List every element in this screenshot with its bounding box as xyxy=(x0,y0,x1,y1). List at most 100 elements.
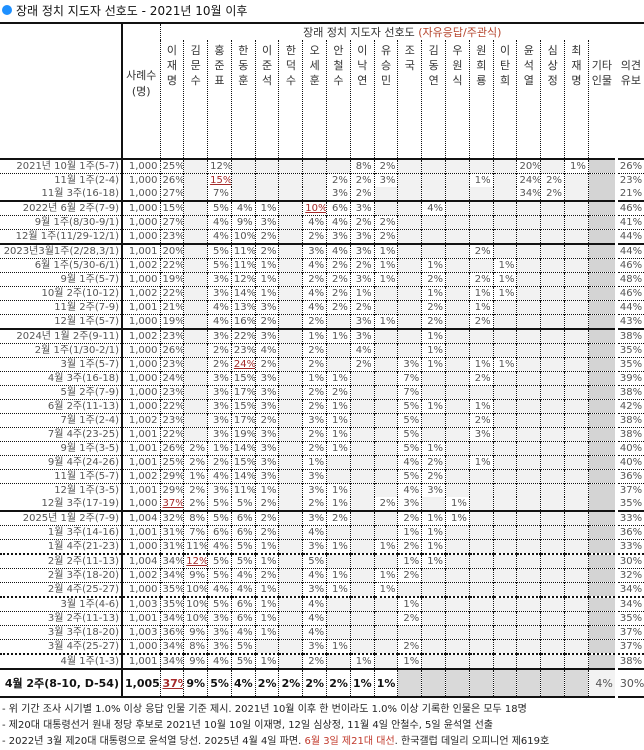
cell-value xyxy=(540,525,565,540)
cell-undecided: 37% xyxy=(614,483,644,497)
value-text: 1% xyxy=(403,556,420,567)
cell-value: 2% xyxy=(397,639,422,654)
cell-value: 1% xyxy=(373,539,398,554)
value-text: 2% xyxy=(546,188,563,199)
row-label: 1월 3주(14-16) xyxy=(0,525,123,540)
candidate-name-char: 유 xyxy=(381,44,392,57)
value-text: 1% xyxy=(308,457,325,468)
cell-value: 12% xyxy=(207,158,232,174)
cell-value: 3% xyxy=(207,483,232,497)
cell-value: 3% xyxy=(254,455,279,470)
cell-value: 3% xyxy=(207,413,232,428)
candidate-name-char: 세 xyxy=(309,59,320,72)
value-text: 35% xyxy=(162,599,184,610)
cell-undecided: 38% xyxy=(614,385,644,400)
value-text: 1% xyxy=(213,443,229,454)
cell-other xyxy=(587,625,617,640)
value-text: 4% xyxy=(213,217,229,228)
value-text: 5% xyxy=(236,541,253,552)
cell-value xyxy=(278,539,303,554)
value-text: 3% xyxy=(213,387,229,398)
cell-value xyxy=(445,258,470,273)
value-text: 1% xyxy=(260,274,277,285)
cell-value xyxy=(278,427,303,442)
cell-value: 1% xyxy=(326,568,351,583)
cell-value xyxy=(492,639,517,654)
cell-value xyxy=(540,483,565,497)
cell-value: 2% xyxy=(254,229,279,244)
table-row: 3월 2주(11-13) 1,001 34% 10% 3% 6% 1% 4% 2% 35% xyxy=(0,611,644,626)
value-text: 1% xyxy=(379,274,396,285)
value-text: 3% xyxy=(355,231,372,242)
cell-value xyxy=(445,525,470,540)
table-row: 11월 3주(16-18) 1,000 27% 7% 3% 2% 34% 2% 21% xyxy=(0,187,644,201)
cell-value xyxy=(183,371,208,386)
row-label: 7월 4주(23-25) xyxy=(0,427,123,442)
value-text: 14% xyxy=(233,288,256,299)
cell-value xyxy=(468,158,494,174)
table-row: 10월 2주(10-12) 1,002 22% 3% 14% 1% 4% 2% 1% 1% 1% 1%… xyxy=(0,286,644,301)
candidate-name-char: 상 xyxy=(547,59,558,72)
footnotes: - 위 기간 조사 시기별 1.0% 이상 응답 인물 기준 제시. 2021년… xyxy=(0,702,644,750)
candidate-name-char: 정 xyxy=(547,74,558,87)
cell-value: 5% xyxy=(207,510,232,526)
value-text: 3% xyxy=(260,401,277,412)
cell-value: 1% xyxy=(254,286,279,301)
value-text: 23% xyxy=(162,231,184,242)
value-text: 1% xyxy=(376,676,396,690)
cell-value xyxy=(516,455,541,470)
cell-value xyxy=(349,441,375,456)
cell-value xyxy=(302,187,327,201)
value-text: 3% xyxy=(308,584,325,595)
value-text: 3% xyxy=(213,288,229,299)
cell-value: 2% xyxy=(540,173,565,187)
cell-value: 2% xyxy=(302,357,327,372)
row-sample-size: 1,000 xyxy=(122,357,160,372)
cell-value: 27% xyxy=(159,215,184,230)
value-text: 1% xyxy=(403,599,420,610)
value-text: 2% xyxy=(189,498,206,509)
value-text: 21% xyxy=(162,302,184,313)
cell-value xyxy=(278,314,303,329)
cell-value: 2% xyxy=(254,357,279,372)
table-row: 9월 1주(8/30-9/1) 1,000 27% 4% 9% 3% 4% 4% 2% 2% 41% xyxy=(0,215,644,230)
cell-value xyxy=(326,611,351,626)
cell-value: 1% xyxy=(421,286,446,301)
value-text: 2% xyxy=(308,387,325,398)
cell-value xyxy=(540,272,565,287)
cell-value xyxy=(445,314,470,329)
cell-value: 4% xyxy=(302,300,327,315)
cell-value: 1% xyxy=(254,483,279,497)
cell-value: 22% xyxy=(159,286,184,301)
cell-value: 1% xyxy=(421,525,446,540)
cell-value xyxy=(278,343,303,358)
value-text: 2% xyxy=(260,570,277,581)
value-text: 2% xyxy=(474,246,491,257)
cell-value xyxy=(278,272,303,287)
value-text: 1% xyxy=(189,471,206,482)
cell-value xyxy=(468,639,494,654)
value-text: 1% xyxy=(332,485,348,496)
cell-value: 9% xyxy=(183,625,208,640)
value-text: 34% xyxy=(162,556,184,567)
value-text: 1% xyxy=(332,331,348,342)
header-other-line: 인물 xyxy=(591,74,612,87)
cell-value: 4% xyxy=(326,243,351,259)
cell-value xyxy=(516,611,541,626)
table-row: 5월 2주(7-9) 1,000 23% 3% 17% 3% 2% 2% 7% 38% xyxy=(0,385,644,400)
row-label: 10월 2주(10-12) xyxy=(0,286,123,301)
value-text: 2% xyxy=(332,387,348,398)
value-text: 2% xyxy=(379,498,396,509)
table-row: 1월 3주(14-16) 1,001 31% 7% 6% 6% 2% 4% 1% 1% 36% xyxy=(0,525,644,540)
cell-value xyxy=(445,653,470,669)
value-text: 4% xyxy=(213,656,229,667)
cell-value: 2% xyxy=(397,568,422,583)
cell-value xyxy=(278,385,303,400)
cell-value xyxy=(230,173,256,187)
row-label: 3월 2주(11-13) xyxy=(0,611,123,626)
value-text: 14% xyxy=(233,471,256,482)
row-sample-size: 1,001 xyxy=(122,653,160,669)
value-text: 35% xyxy=(162,584,184,595)
